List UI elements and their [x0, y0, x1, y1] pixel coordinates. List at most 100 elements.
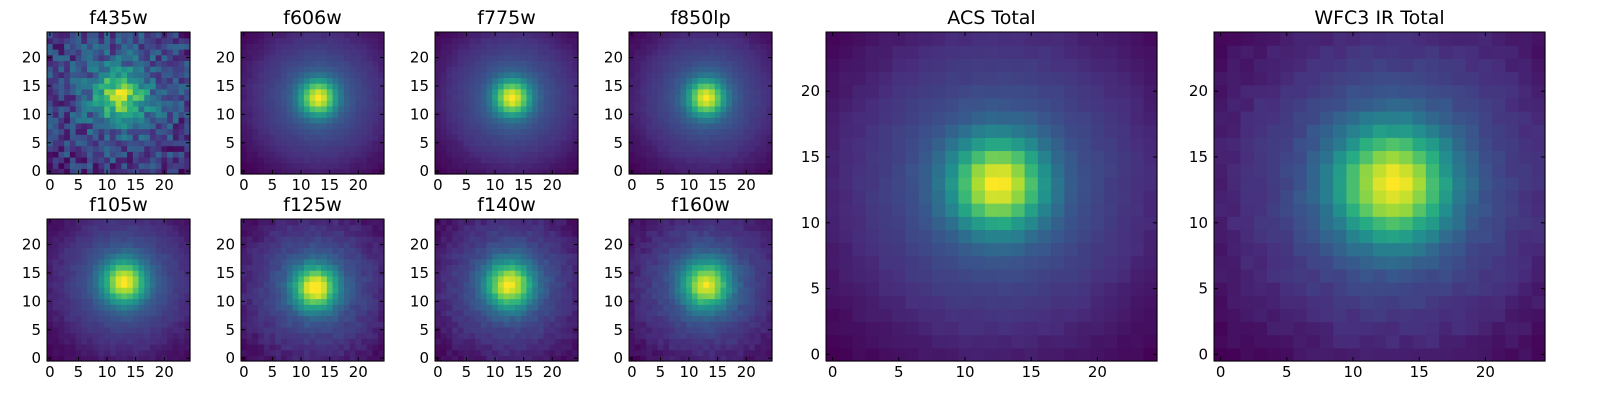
heatmap-cell: [292, 338, 299, 345]
heatmap-cell: [629, 349, 636, 356]
heatmap-cell: [366, 264, 374, 271]
heatmap-cell: [144, 224, 151, 231]
x-tick-label: 5: [656, 176, 666, 194]
heatmap-cell: [566, 253, 573, 260]
heatmap-cell: [457, 94, 465, 101]
heatmap-cell: [286, 321, 294, 328]
heatmap-cell: [435, 309, 442, 317]
heatmap-cell: [446, 281, 453, 288]
heatmap-cell: [663, 315, 670, 322]
heatmap-cell: [629, 60, 636, 67]
heatmap-cell: [104, 94, 111, 101]
heatmap-cell: [469, 321, 476, 328]
heatmap-cell: [292, 134, 299, 141]
heatmap-cell: [132, 49, 140, 56]
heatmap-cell: [349, 77, 356, 84]
heatmap-cell: [555, 281, 562, 288]
heatmap-cell: [634, 94, 642, 101]
heatmap-cell: [686, 66, 693, 73]
heatmap-cell: [58, 304, 65, 311]
heatmap-cell: [372, 281, 379, 288]
heatmap-cell: [731, 151, 739, 158]
heatmap-cell: [469, 270, 476, 277]
heatmap-cell: [104, 349, 111, 356]
heatmap-cell: [309, 292, 316, 300]
heatmap-cell: [720, 100, 727, 107]
heatmap-cell: [64, 43, 71, 50]
x-tick-label: 5: [462, 176, 472, 194]
heatmap-cell: [703, 49, 710, 56]
heatmap-cell: [87, 292, 94, 300]
heatmap-cell: [144, 49, 151, 56]
heatmap-cell: [355, 139, 362, 147]
heatmap-cell: [720, 122, 727, 130]
heatmap-cell: [680, 332, 687, 339]
heatmap-cell: [651, 145, 659, 152]
heatmap-cell: [435, 94, 442, 101]
heatmap-cell: [372, 162, 379, 169]
heatmap-cell: [127, 287, 134, 294]
heatmap-cell: [104, 270, 111, 277]
heatmap-cell: [81, 156, 88, 164]
heatmap-cell: [651, 287, 659, 294]
heatmap-cell: [486, 111, 493, 118]
heatmap-cell: [651, 162, 659, 169]
heatmap-cell: [469, 60, 476, 67]
heatmap-cell: [497, 88, 505, 96]
heatmap-cell: [560, 224, 568, 231]
heatmap-cell: [263, 349, 271, 356]
heatmap-cell: [526, 253, 533, 260]
heatmap-cell: [697, 298, 704, 305]
heatmap-cell: [452, 270, 459, 277]
heatmap-cell: [731, 281, 739, 288]
heatmap-cell: [663, 105, 670, 113]
heatmap-cell: [743, 162, 750, 169]
heatmap-cell: [309, 77, 316, 84]
heatmap-cell: [691, 326, 699, 334]
heatmap-cell: [526, 94, 533, 101]
heatmap-cell: [326, 247, 334, 254]
heatmap-cell: [469, 117, 476, 124]
heatmap-cell: [309, 122, 316, 130]
heatmap-cell: [321, 309, 328, 317]
heatmap-cell: [526, 343, 533, 351]
heatmap-cell: [475, 258, 482, 266]
heatmap-cell: [286, 134, 294, 141]
heatmap-cell: [480, 77, 488, 84]
heatmap-cell: [286, 37, 294, 44]
heatmap-cell: [167, 264, 174, 271]
heatmap-cell: [98, 275, 105, 283]
heatmap-cell: [75, 321, 82, 328]
heatmap-cell: [463, 117, 470, 124]
heatmap-cell: [492, 275, 499, 283]
heatmap-cell: [127, 71, 134, 79]
heatmap-cell: [127, 162, 134, 169]
heatmap-cell: [52, 332, 60, 339]
heatmap-cell: [486, 332, 493, 339]
heatmap-cell: [526, 304, 533, 311]
heatmap-cell: [726, 122, 733, 130]
heatmap-cell: [298, 281, 305, 288]
heatmap-cell: [87, 145, 94, 152]
heatmap-cell: [115, 151, 122, 158]
heatmap-cell: [691, 54, 699, 61]
heatmap-cell: [560, 94, 568, 101]
heatmap-cell: [75, 66, 82, 73]
heatmap-cell: [497, 236, 505, 243]
heatmap-cell: [138, 145, 145, 152]
heatmap-cell: [709, 275, 716, 283]
heatmap-cell: [492, 105, 499, 113]
heatmap-cell: [737, 54, 744, 61]
heatmap-cell: [726, 71, 733, 79]
heatmap-cell: [309, 241, 316, 248]
heatmap-cell: [241, 77, 248, 84]
heatmap-cell: [703, 128, 710, 135]
heatmap-cell: [178, 304, 185, 311]
heatmap-cell: [241, 253, 248, 260]
heatmap-cell: [58, 270, 65, 277]
heatmap-cell: [81, 355, 88, 362]
heatmap-cell: [526, 88, 533, 96]
heatmap-cell: [69, 264, 77, 271]
heatmap-cell: [252, 264, 259, 271]
